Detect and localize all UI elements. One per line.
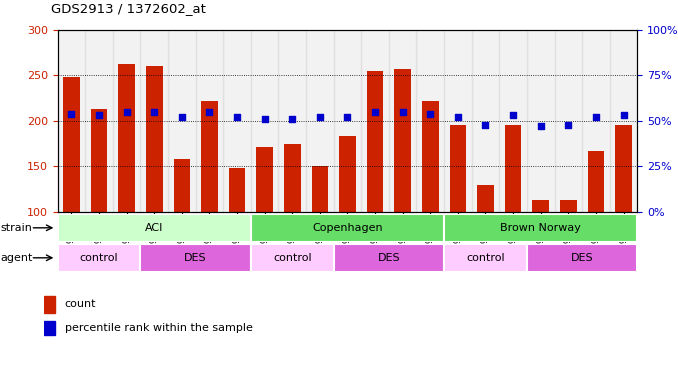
Text: GDS2913 / 1372602_at: GDS2913 / 1372602_at: [51, 2, 205, 15]
Text: strain: strain: [1, 223, 33, 233]
Point: [176, 114, 187, 120]
Bar: [395, 69, 411, 212]
Bar: [416, 30, 444, 212]
Bar: [251, 30, 279, 212]
Bar: [174, 159, 190, 212]
Bar: [444, 30, 472, 212]
Bar: [44, 321, 55, 336]
Bar: [361, 30, 389, 212]
Bar: [334, 244, 444, 272]
Point: [148, 109, 159, 115]
Point: [452, 114, 463, 120]
Bar: [312, 166, 328, 212]
Bar: [91, 109, 107, 212]
Bar: [140, 30, 168, 212]
Bar: [279, 30, 306, 212]
Bar: [527, 30, 555, 212]
Bar: [140, 244, 251, 272]
Bar: [527, 244, 637, 272]
Bar: [251, 214, 444, 242]
Bar: [85, 30, 113, 212]
Text: Brown Norway: Brown Norway: [500, 223, 581, 233]
Bar: [560, 200, 576, 212]
Bar: [228, 168, 245, 212]
Bar: [615, 124, 632, 212]
Text: agent: agent: [1, 253, 33, 263]
Bar: [499, 30, 527, 212]
Bar: [472, 30, 499, 212]
Point: [535, 123, 546, 129]
Point: [591, 114, 601, 120]
Point: [121, 109, 132, 115]
Text: percentile rank within the sample: percentile rank within the sample: [64, 323, 252, 333]
Bar: [532, 200, 549, 212]
Bar: [389, 30, 416, 212]
Point: [370, 109, 380, 115]
Bar: [119, 64, 135, 212]
Point: [287, 116, 298, 122]
Point: [94, 112, 104, 118]
Text: count: count: [64, 299, 96, 309]
Point: [66, 111, 77, 117]
Bar: [168, 30, 196, 212]
Bar: [58, 244, 140, 272]
Point: [342, 114, 353, 120]
Bar: [44, 296, 55, 313]
Bar: [444, 214, 637, 242]
Bar: [505, 126, 521, 212]
Bar: [256, 147, 273, 212]
Bar: [306, 30, 334, 212]
Point: [232, 114, 243, 120]
Text: DES: DES: [378, 253, 400, 263]
Bar: [582, 30, 610, 212]
Text: DES: DES: [571, 253, 593, 263]
Bar: [201, 101, 218, 212]
Text: Copenhagen: Copenhagen: [312, 223, 383, 233]
Point: [563, 122, 574, 128]
Bar: [58, 214, 251, 242]
Bar: [334, 30, 361, 212]
Bar: [477, 184, 494, 212]
Point: [425, 111, 436, 117]
Bar: [196, 30, 223, 212]
Bar: [223, 30, 251, 212]
Bar: [284, 144, 300, 212]
Bar: [555, 30, 582, 212]
Point: [259, 116, 270, 122]
Bar: [146, 66, 163, 212]
Bar: [444, 244, 527, 272]
Text: control: control: [466, 253, 505, 263]
Bar: [422, 101, 439, 212]
Bar: [63, 77, 80, 212]
Bar: [58, 30, 85, 212]
Text: DES: DES: [184, 253, 207, 263]
Point: [204, 109, 215, 115]
Point: [618, 112, 629, 118]
Text: ACI: ACI: [145, 223, 163, 233]
Point: [397, 109, 408, 115]
Bar: [339, 136, 356, 212]
Bar: [450, 126, 466, 212]
Point: [480, 122, 491, 128]
Point: [508, 112, 519, 118]
Bar: [251, 244, 334, 272]
Bar: [610, 30, 637, 212]
Bar: [367, 71, 383, 212]
Text: control: control: [80, 253, 119, 263]
Bar: [588, 151, 604, 212]
Text: control: control: [273, 253, 312, 263]
Point: [315, 114, 325, 120]
Bar: [113, 30, 140, 212]
